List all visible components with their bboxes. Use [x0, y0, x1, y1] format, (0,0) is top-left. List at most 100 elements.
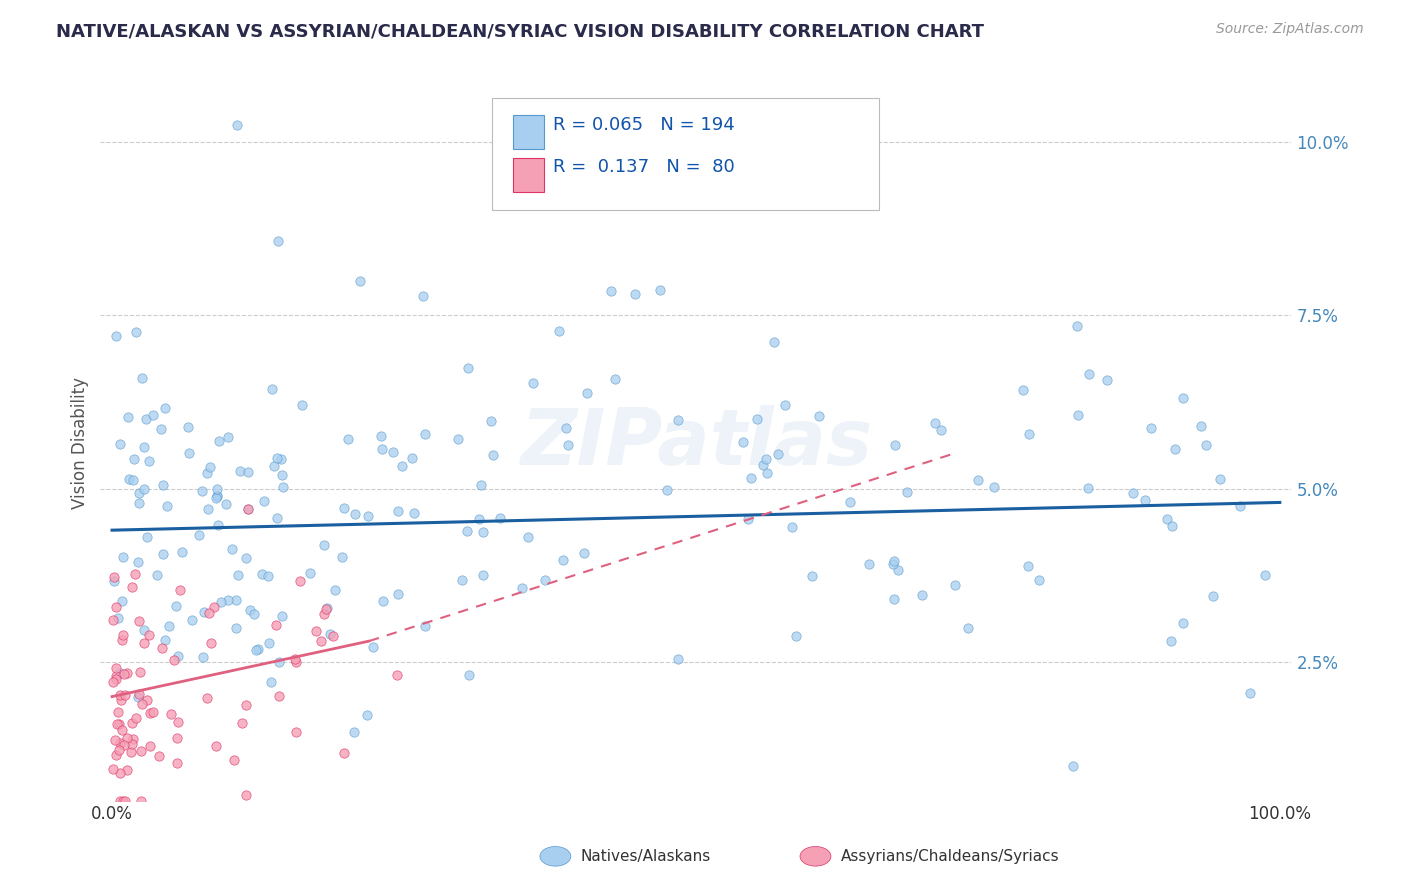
Point [896, 484, 918, 499]
Point [225, 621, 247, 635]
Point [1239, 686, 1261, 700]
Point [170, 545, 193, 559]
Point [1189, 419, 1212, 434]
Point [104, 329, 127, 343]
Point [138, 453, 160, 467]
Point [412, 289, 434, 303]
Point [956, 622, 979, 636]
Point [200, 460, 222, 475]
Point [551, 553, 574, 567]
Point [134, 440, 156, 454]
Point [205, 489, 228, 503]
Point [983, 479, 1005, 493]
Point [534, 573, 557, 587]
Point [104, 599, 127, 614]
Point [229, 464, 252, 478]
Point [103, 613, 125, 627]
Point [882, 557, 904, 571]
Point [555, 421, 578, 435]
Point [752, 458, 775, 472]
Point [110, 689, 132, 703]
Point [217, 593, 239, 607]
Point [191, 484, 214, 499]
Point [108, 794, 131, 808]
Point [121, 732, 143, 747]
Point [166, 649, 188, 664]
Point [356, 708, 378, 723]
Point [166, 756, 188, 770]
Point [387, 586, 409, 600]
Point [267, 655, 290, 669]
Point [838, 494, 860, 508]
Point [1028, 573, 1050, 587]
Point [382, 445, 405, 459]
Point [121, 580, 143, 594]
Point [270, 452, 292, 467]
Point [1095, 374, 1118, 388]
Point [624, 286, 647, 301]
Text: R =  0.137   N =  80: R = 0.137 N = 80 [553, 158, 734, 176]
Point [103, 570, 125, 584]
Point [124, 566, 146, 581]
Point [801, 568, 824, 582]
Point [139, 739, 162, 753]
Point [217, 430, 239, 444]
Point [260, 382, 283, 396]
Point [371, 442, 394, 457]
Point [1018, 427, 1040, 442]
Point [246, 641, 269, 656]
Point [472, 568, 495, 582]
Point [356, 509, 378, 524]
Point [122, 473, 145, 487]
Point [163, 652, 186, 666]
Text: R = 0.065   N = 194: R = 0.065 N = 194 [553, 116, 734, 134]
Text: NATIVE/ALASKAN VS ASSYRIAN/CHALDEAN/SYRIAC VISION DISABILITY CORRELATION CHART: NATIVE/ALASKAN VS ASSYRIAN/CHALDEAN/SYRI… [56, 22, 984, 40]
Point [482, 449, 505, 463]
Point [160, 706, 183, 721]
Point [517, 530, 540, 544]
Point [548, 324, 571, 338]
Point [467, 512, 489, 526]
Point [1066, 318, 1088, 333]
Point [207, 518, 229, 533]
Point [250, 567, 273, 582]
Point [117, 409, 139, 424]
Point [510, 581, 533, 595]
Point [1164, 442, 1187, 457]
Point [253, 493, 276, 508]
Point [572, 546, 595, 560]
Point [238, 603, 260, 617]
Point [107, 611, 129, 625]
Point [322, 629, 344, 643]
Point [138, 628, 160, 642]
Point [522, 376, 544, 391]
Point [155, 401, 177, 415]
Point [114, 794, 136, 808]
Point [215, 497, 238, 511]
Point [1077, 481, 1099, 495]
Point [755, 451, 778, 466]
Point [156, 499, 179, 513]
Point [1173, 392, 1195, 406]
Point [458, 668, 481, 682]
Point [740, 471, 762, 485]
Point [943, 578, 966, 592]
Point [312, 607, 335, 621]
Point [146, 568, 169, 582]
Point [305, 624, 328, 638]
Point [115, 731, 138, 745]
Point [204, 491, 226, 505]
Point [391, 459, 413, 474]
Point [1077, 368, 1099, 382]
Point [136, 693, 159, 707]
Point [456, 524, 478, 538]
Point [235, 698, 257, 712]
Point [298, 566, 321, 581]
Y-axis label: Vision Disability: Vision Disability [72, 377, 89, 509]
Point [197, 501, 219, 516]
Point [785, 629, 807, 643]
Point [108, 666, 131, 681]
Point [152, 547, 174, 561]
Point [129, 665, 152, 680]
Point [120, 745, 142, 759]
